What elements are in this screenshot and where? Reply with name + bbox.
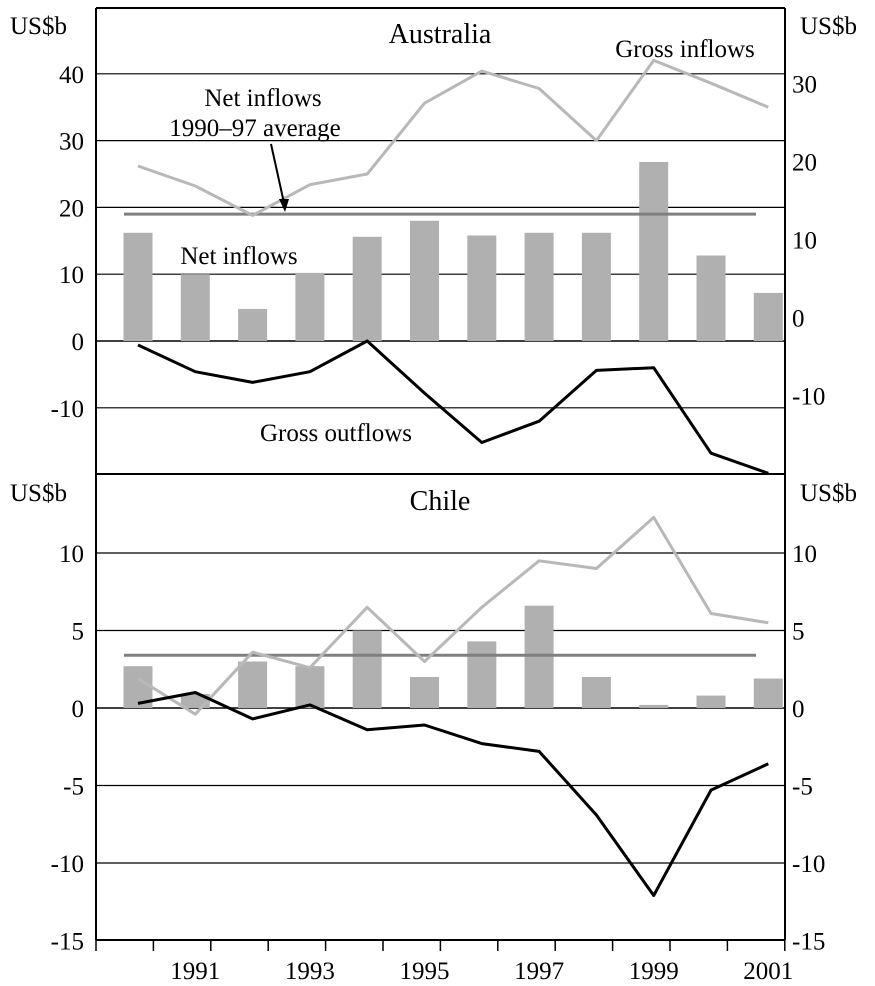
panel-australia: 40 30 20 10 0 -10 30 20 10 0 -10 [51, 7, 825, 475]
x-tick-label: 1991 [170, 958, 220, 985]
net-inflows-bar [238, 308, 268, 341]
net-inflows-bar [639, 704, 669, 708]
gross-inflows-line [137, 515, 769, 716]
x-tick-label: 1999 [629, 958, 679, 985]
net-inflows-bar [753, 292, 783, 341]
left-tick-label: 10 [59, 262, 84, 289]
annotation-average-line1: Net inflows [204, 85, 321, 112]
net-inflows-bar [696, 255, 726, 341]
net-inflows-bar [524, 232, 554, 341]
right-tick-label: 20 [792, 150, 817, 177]
gross-outflows-line [137, 339, 769, 475]
x-tick-label: 1993 [285, 958, 335, 985]
annotation-average-line2: 1990–97 average [169, 115, 340, 142]
net-inflows-bar [581, 232, 611, 341]
left-tick-label: 40 [59, 62, 84, 89]
net-inflows-bar [123, 232, 153, 341]
left-tick-label: 30 [59, 129, 84, 156]
net-inflows-bar [753, 678, 783, 708]
australia-title: Australia [389, 19, 492, 50]
left-tick-label: -15 [51, 929, 84, 956]
gross-inflows-line [137, 58, 769, 217]
right-tick-label: 5 [792, 619, 805, 646]
net-inflows-bar [581, 677, 611, 708]
net-inflows-bar [352, 236, 382, 341]
unit-right-top: US$b [800, 13, 857, 40]
net-inflows-bar [295, 666, 325, 708]
net-inflows-bar [410, 677, 439, 708]
annotation-gross-inflows: Gross inflows [615, 36, 755, 63]
right-tick-label: 10 [792, 228, 817, 255]
net-inflows-bar [696, 695, 726, 708]
left-tick-label: -10 [51, 396, 84, 423]
left-tick-label: -5 [63, 774, 84, 801]
net-inflows-bar [180, 274, 210, 341]
left-tick-label: 20 [59, 195, 84, 222]
net-inflows-bar [467, 641, 497, 708]
panel-chile: 10 5 0 -5 -10 -15 10 5 0 -5 -10 -15 [51, 474, 825, 956]
gross-outflows-line [137, 691, 769, 897]
x-tick-label: 1995 [400, 958, 450, 985]
left-tick-label: 10 [59, 541, 84, 568]
right-tick-label: 0 [792, 696, 805, 723]
right-tick-label: -10 [792, 851, 825, 878]
net-inflows-bar [238, 661, 268, 708]
right-tick-label: -15 [792, 929, 825, 956]
unit-left-top: US$b [10, 13, 67, 40]
unit-right-bottom: US$b [800, 480, 857, 507]
right-tick-label: -5 [792, 774, 813, 801]
annotation-arrow [270, 143, 289, 212]
net-inflows-bar [352, 630, 382, 708]
net-inflows-bar [639, 161, 669, 341]
net-inflows-bar [410, 220, 439, 341]
net-inflows-bar [467, 235, 497, 341]
net-inflows-bar [295, 272, 325, 341]
right-tick-label: 0 [792, 306, 805, 333]
x-tick-label: 2001 [743, 958, 793, 985]
chile-title: Chile [410, 486, 471, 517]
annotation-gross-outflows: Gross outflows [260, 420, 412, 447]
annotation-net-inflows: Net inflows [180, 243, 297, 270]
right-tick-label: 10 [792, 541, 817, 568]
net-inflows-bar [524, 605, 554, 708]
right-tick-label: -10 [792, 384, 825, 411]
left-tick-label: -10 [51, 851, 84, 878]
right-tick-label: 30 [792, 72, 817, 99]
left-tick-label: 5 [72, 619, 85, 646]
unit-left-bottom: US$b [10, 480, 67, 507]
x-axis: 1991 1993 1995 1997 1999 2001 [95, 940, 793, 985]
left-tick-label: 0 [72, 696, 85, 723]
left-tick-label: 0 [72, 329, 85, 356]
x-tick-label: 1997 [514, 958, 564, 985]
